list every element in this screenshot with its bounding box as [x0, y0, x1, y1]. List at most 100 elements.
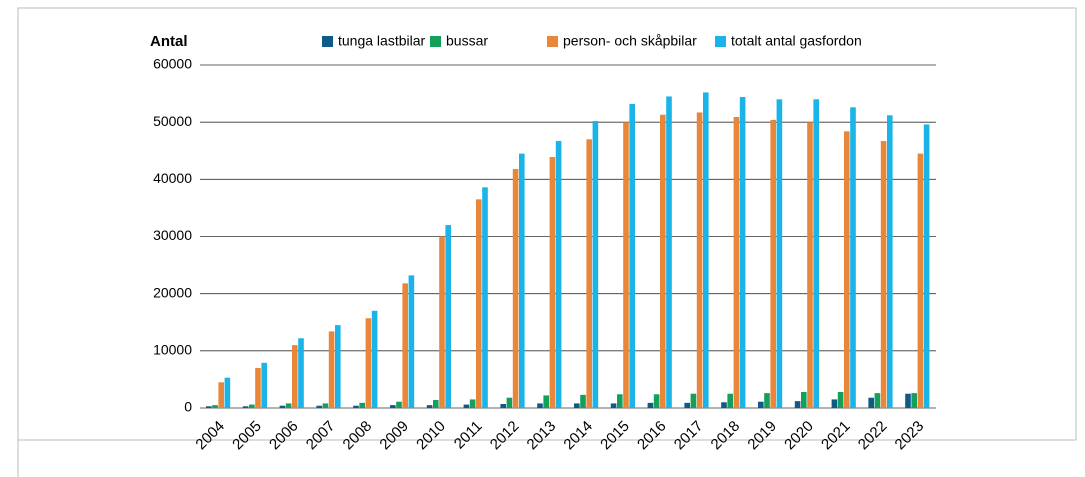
- legend-swatch: [547, 36, 558, 47]
- bar: [445, 225, 451, 408]
- legend-label: bussar: [446, 33, 488, 49]
- x-tick-label: 2006: [266, 418, 302, 454]
- bar: [292, 345, 298, 408]
- bar: [887, 115, 893, 408]
- bar: [617, 394, 623, 408]
- bar: [623, 122, 629, 409]
- bar: [868, 397, 874, 408]
- bar: [218, 382, 224, 408]
- bar: [703, 92, 709, 408]
- bar: [353, 405, 359, 408]
- bar: [249, 404, 255, 408]
- bar: [776, 99, 783, 409]
- bar: [512, 169, 519, 408]
- bar: [647, 402, 654, 408]
- bar: [255, 367, 261, 408]
- bar: [371, 310, 378, 408]
- legend-label: person- och skåpbilar: [563, 33, 697, 49]
- bar: [831, 399, 838, 408]
- bar: [758, 401, 764, 408]
- bar: [396, 401, 402, 408]
- bar: [666, 96, 672, 409]
- x-tick-label: 2007: [303, 418, 339, 454]
- bar: [801, 391, 807, 408]
- bar: [905, 393, 911, 408]
- legend-label: totalt antal gasfordon: [731, 33, 862, 49]
- bar: [426, 405, 433, 408]
- legend-label: tunga lastbilar: [338, 33, 426, 49]
- bar: [721, 402, 727, 408]
- bar: [770, 119, 776, 408]
- bar: [690, 393, 697, 408]
- bar: [279, 405, 286, 408]
- x-tick-label: 2009: [376, 418, 412, 454]
- bar: [629, 103, 635, 408]
- x-tick-label: 2016: [634, 418, 670, 454]
- bar: [555, 141, 562, 408]
- bar: [733, 117, 740, 408]
- bar: [463, 404, 470, 408]
- bar: [285, 403, 292, 408]
- bar: [837, 391, 844, 408]
- bar: [923, 124, 930, 408]
- bar: [261, 362, 267, 408]
- y-tick-label: 10000: [153, 342, 192, 358]
- bar: [696, 112, 703, 408]
- bar: [224, 377, 231, 408]
- bar: [917, 153, 924, 408]
- bar: [684, 402, 690, 408]
- x-tick-label: 2018: [708, 418, 744, 454]
- y-tick-label: 30000: [153, 227, 192, 243]
- x-tick-label: 2021: [818, 418, 854, 454]
- x-tick-label: 2023: [892, 418, 928, 454]
- bar: [365, 318, 372, 408]
- bar: [543, 395, 549, 408]
- y-tick-label: 0: [184, 399, 192, 415]
- x-tick-label: 2020: [781, 418, 817, 454]
- bar: [592, 121, 599, 409]
- x-tick-label: 2013: [524, 418, 560, 454]
- bar: [911, 393, 917, 408]
- x-tick-label: 2019: [744, 418, 780, 454]
- legend-swatch: [322, 36, 333, 47]
- frame: [17, 7, 1077, 441]
- legend-swatch: [715, 36, 726, 47]
- x-tick-label: 2022: [855, 418, 891, 454]
- bar: [580, 394, 586, 408]
- bar: [844, 131, 850, 408]
- y-tick-label: 60000: [153, 56, 192, 72]
- bar: [482, 187, 488, 408]
- x-tick-label: 2012: [487, 418, 523, 454]
- bar: [519, 153, 525, 408]
- x-tick-label: 2008: [340, 418, 376, 454]
- bar: [402, 283, 408, 408]
- bar: [212, 405, 218, 408]
- y-axis-label: Antal: [150, 33, 188, 50]
- bar: [660, 114, 666, 409]
- bar: [469, 399, 476, 408]
- bar: [328, 331, 335, 408]
- bar: [653, 394, 660, 408]
- bar: [322, 403, 329, 408]
- y-tick-label: 40000: [153, 170, 192, 186]
- bar: [794, 401, 801, 408]
- x-tick-label: 2014: [560, 418, 596, 454]
- x-tick-label: 2010: [413, 418, 449, 454]
- bar: [574, 403, 580, 408]
- y-tick-label: 50000: [153, 113, 192, 129]
- bar: [316, 405, 322, 408]
- bar: [764, 393, 770, 408]
- bar: [880, 141, 887, 408]
- x-tick-label: 2015: [597, 418, 633, 454]
- x-tick-label: 2017: [671, 418, 707, 454]
- bar: [506, 397, 513, 408]
- bar: [242, 406, 249, 408]
- bar: [874, 393, 881, 408]
- bar: [537, 403, 543, 408]
- bar: [408, 275, 415, 408]
- bar: [850, 107, 856, 408]
- bar: [359, 402, 365, 408]
- bar: [610, 403, 617, 408]
- bar: [206, 406, 212, 408]
